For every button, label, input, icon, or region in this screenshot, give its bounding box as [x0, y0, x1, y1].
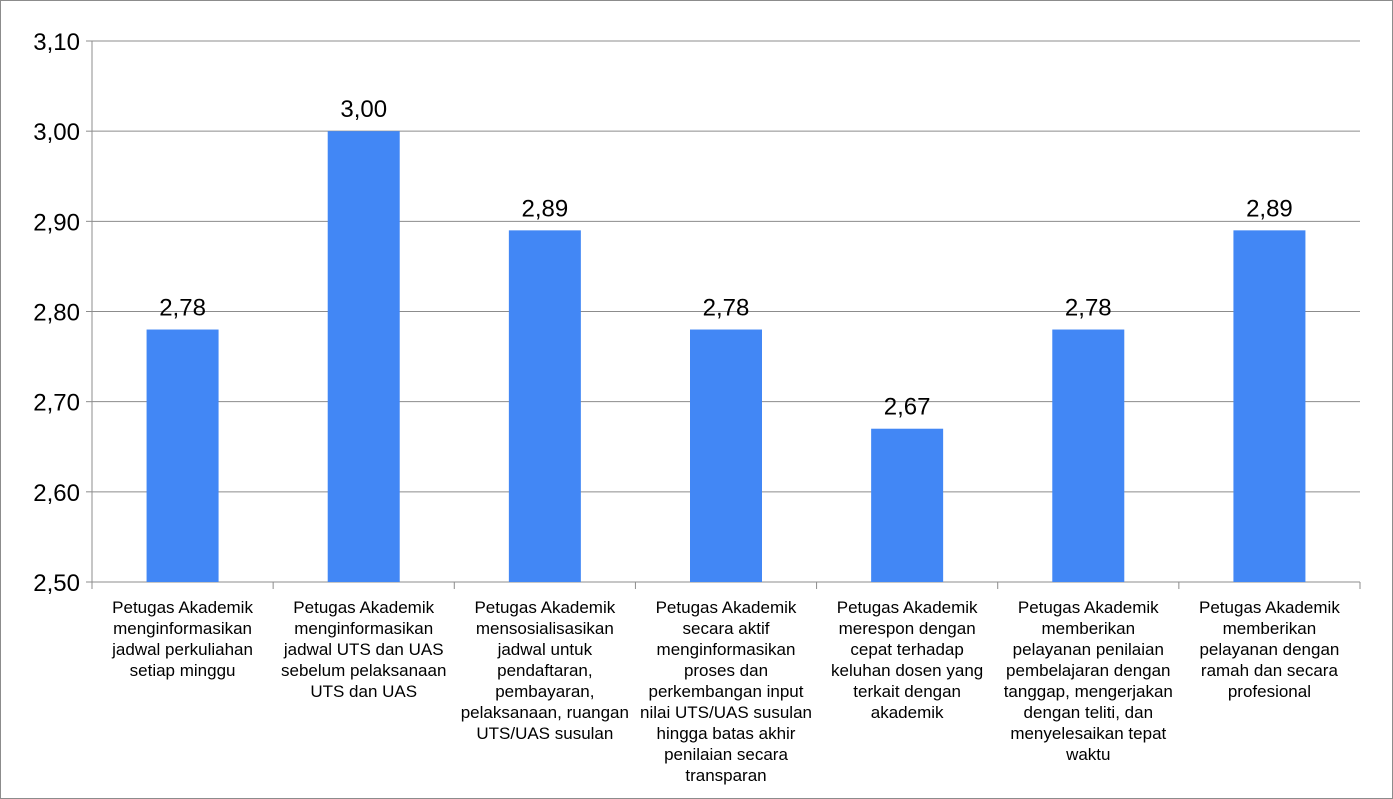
data-label: 2,78 — [159, 295, 206, 322]
bar — [1233, 230, 1306, 582]
y-tick-label: 2,70 — [33, 390, 80, 417]
y-tick-label: 2,60 — [33, 480, 80, 507]
data-label: 2,78 — [1065, 295, 1112, 322]
data-label: 2,89 — [1246, 195, 1293, 222]
y-tick-label: 2,90 — [33, 209, 80, 236]
data-label: 2,89 — [521, 195, 568, 222]
y-tick-label: 2,80 — [33, 300, 80, 327]
bar — [327, 131, 400, 582]
bar — [146, 329, 219, 582]
x-tick-label: Petugas Akademik mensosialisasikan jadwa… — [460, 598, 629, 743]
data-label: 2,78 — [703, 295, 750, 322]
x-tick-label: Petugas Akademik merespon dengan cepat t… — [831, 598, 984, 722]
bar — [1052, 329, 1125, 582]
y-tick-label: 3,00 — [33, 119, 80, 146]
x-tick-label: Petugas Akademik memberikan pelayanan pe… — [1003, 598, 1173, 764]
bar — [508, 230, 581, 582]
bar — [690, 329, 762, 582]
x-tick-label: Petugas Akademik secara aktif menginform… — [640, 598, 812, 785]
data-label: 3,00 — [340, 96, 387, 123]
y-tick-label: 3,10 — [33, 29, 80, 56]
bar — [871, 428, 944, 582]
x-tick-label: Petugas Akademik menginformasikan jadwal… — [112, 598, 253, 680]
data-label: 2,67 — [884, 394, 931, 421]
x-tick-label: Petugas Akademik menginformasikan jadwal… — [281, 598, 447, 701]
x-tick-label: Petugas Akademik memberikan pelayanan de… — [1199, 598, 1340, 701]
y-tick-label: 2,50 — [33, 570, 80, 597]
